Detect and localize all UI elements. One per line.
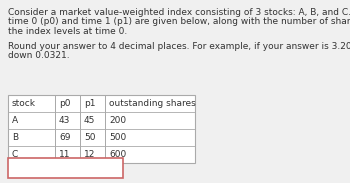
Text: A: A xyxy=(12,116,18,125)
Text: 200: 200 xyxy=(109,116,126,125)
Text: 50: 50 xyxy=(84,133,96,142)
Bar xyxy=(8,158,123,178)
Text: p1: p1 xyxy=(84,99,96,108)
Text: B: B xyxy=(12,133,18,142)
Text: 45: 45 xyxy=(84,116,95,125)
Text: p0: p0 xyxy=(59,99,70,108)
Text: the index levels at time 0.: the index levels at time 0. xyxy=(8,27,127,36)
Text: C: C xyxy=(12,150,18,159)
Text: 11: 11 xyxy=(59,150,70,159)
Text: down 0.0321.: down 0.0321. xyxy=(8,51,70,61)
Text: 500: 500 xyxy=(109,133,126,142)
Text: Consider a market value-weighted index consisting of 3 stocks: A, B, and C. The : Consider a market value-weighted index c… xyxy=(8,8,350,17)
Bar xyxy=(8,95,195,163)
Text: 12: 12 xyxy=(84,150,95,159)
Text: 43: 43 xyxy=(59,116,70,125)
Text: outstanding shares: outstanding shares xyxy=(109,99,196,108)
Text: stock: stock xyxy=(12,99,36,108)
Text: 600: 600 xyxy=(109,150,126,159)
Text: 69: 69 xyxy=(59,133,70,142)
Text: time 0 (p0) and time 1 (p1) are given below, along with the number of shares out: time 0 (p0) and time 1 (p1) are given be… xyxy=(8,18,350,27)
Text: Round your answer to 4 decimal places. For example, if your answer is 3.205%, th: Round your answer to 4 decimal places. F… xyxy=(8,42,350,51)
